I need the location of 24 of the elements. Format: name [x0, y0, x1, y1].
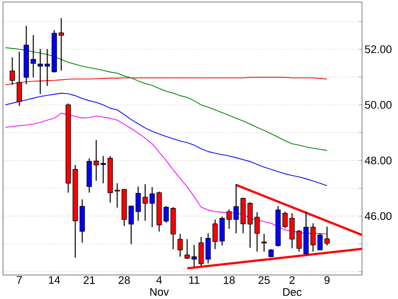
candlestick: [247, 202, 253, 248]
candlestick: [289, 212, 295, 249]
y-tick-label: 52.00: [364, 45, 392, 54]
line-series: [4, 47, 328, 151]
candlestick: [282, 211, 288, 229]
x-tick-label: 11: [189, 276, 200, 284]
x-tick-label: 2 Dec: [283, 276, 302, 296]
x-tick-label: 9: [324, 276, 330, 284]
x-tick-label: 21: [84, 276, 95, 284]
y-tick-label: 50.00: [364, 100, 392, 109]
x-tick-label: 7: [16, 276, 22, 284]
x-tick-label: 18: [224, 276, 235, 284]
x-tick-label: 4 Nov: [150, 276, 169, 296]
x-tick-label: 14: [49, 276, 60, 284]
candlestick: [296, 229, 302, 252]
candlestick: [254, 212, 260, 252]
candlestick: [324, 226, 330, 246]
x-tick-label: 25: [258, 276, 270, 284]
candlestick: [261, 233, 267, 252]
y-tick-label: 48.00: [364, 156, 392, 164]
x-tick-label: 28: [118, 276, 130, 284]
candlestick: [317, 232, 323, 250]
y-tick-label: 46.00: [364, 212, 392, 220]
candlestick: [178, 233, 183, 258]
